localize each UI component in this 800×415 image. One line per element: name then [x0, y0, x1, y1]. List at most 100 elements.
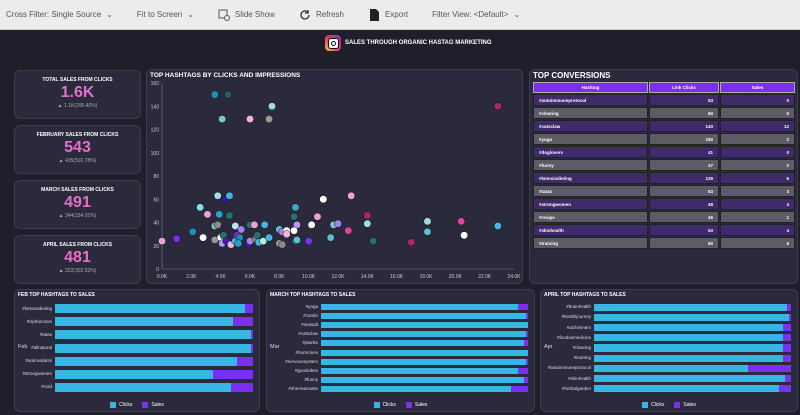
scatter-point[interactable] — [199, 233, 208, 242]
scatter-point[interactable] — [225, 191, 234, 200]
table-row[interactable]: #funny 47 2 — [533, 159, 795, 171]
col-link-clicks[interactable]: Link Clicks — [649, 82, 719, 93]
table-row[interactable]: #yoga 150 2 — [533, 133, 795, 145]
sales-bar[interactable] — [783, 344, 791, 352]
scatter-point[interactable] — [213, 220, 222, 229]
scatter-point[interactable] — [234, 239, 243, 248]
scatter-point[interactable] — [260, 220, 269, 229]
scatter-point[interactable] — [224, 90, 232, 99]
sales-bar[interactable] — [783, 323, 791, 332]
sales-bar[interactable] — [517, 303, 528, 310]
clicks-bar[interactable] — [55, 330, 252, 340]
scatter-point[interactable] — [363, 219, 372, 228]
scatter-point[interactable] — [225, 211, 234, 220]
scatter-point[interactable] — [460, 231, 469, 240]
clicks-bar[interactable] — [321, 367, 518, 375]
refresh-button[interactable]: Refresh — [299, 9, 344, 21]
clicks-bar[interactable] — [594, 303, 788, 311]
scatter-point[interactable] — [344, 226, 353, 235]
table-row[interactable]: #training 60 6 — [533, 237, 795, 249]
scatter-point[interactable] — [334, 219, 342, 228]
clicks-bar[interactable] — [594, 385, 780, 393]
scatter-point[interactable] — [196, 203, 205, 212]
scatter-point[interactable] — [250, 220, 259, 229]
sales-bar[interactable] — [525, 331, 528, 338]
scatter-point[interactable] — [213, 191, 222, 200]
clicks-bar[interactable] — [55, 382, 232, 392]
table-row[interactable]: #catsclaw 140 12 — [533, 120, 795, 132]
sales-bar[interactable] — [517, 367, 528, 375]
table-row[interactable]: #ketosisdieting 129 6 — [533, 172, 795, 184]
sales-bar[interactable] — [523, 377, 528, 384]
sales-bar[interactable] — [779, 385, 791, 393]
sales-bar[interactable] — [213, 369, 253, 379]
table-row[interactable]: #strongwomen 48 4 — [533, 198, 795, 210]
scatter-point[interactable] — [363, 211, 372, 220]
clicks-bar[interactable] — [321, 349, 528, 356]
scatter-point[interactable] — [493, 222, 502, 230]
table-row[interactable]: #autoimmuneprotocol 53 0 — [533, 94, 795, 106]
scatter-point[interactable] — [347, 191, 356, 200]
scatter-point[interactable] — [278, 240, 287, 249]
fit-to-screen-dropdown[interactable]: Fit to Screen ⌄ — [136, 10, 194, 19]
scatter-point[interactable] — [172, 234, 181, 243]
export-button[interactable]: Export — [368, 8, 408, 21]
scatter-point[interactable] — [218, 115, 227, 123]
scatter-point[interactable] — [265, 233, 274, 242]
scatter-point[interactable] — [268, 102, 276, 111]
clicks-bar[interactable] — [594, 313, 790, 321]
clicks-bar[interactable] — [594, 364, 748, 373]
scatter-point[interactable] — [313, 212, 322, 221]
scatter-point[interactable] — [369, 237, 378, 246]
sales-bar[interactable] — [233, 317, 253, 327]
sales-bar[interactable] — [525, 312, 528, 319]
scatter-point[interactable] — [188, 227, 197, 236]
scatter-point[interactable] — [457, 217, 466, 226]
scatter-point[interactable] — [246, 115, 254, 123]
scatter-point[interactable] — [493, 102, 502, 111]
sales-bar[interactable] — [747, 364, 791, 373]
slide-show-button[interactable]: Slide Show — [218, 9, 275, 21]
clicks-bar[interactable] — [55, 304, 246, 314]
clicks-bar[interactable] — [594, 344, 784, 352]
sales-bar[interactable] — [523, 340, 528, 347]
clicks-bar[interactable] — [321, 312, 526, 319]
scatter-point[interactable] — [290, 212, 298, 221]
scatter-point[interactable] — [292, 235, 301, 244]
clicks-bar[interactable] — [55, 343, 252, 353]
scatter-point[interactable] — [158, 237, 166, 246]
table-row[interactable]: #tatas 63 3 — [533, 185, 795, 197]
scatter-point[interactable] — [231, 222, 240, 230]
sales-bar[interactable] — [789, 313, 791, 321]
table-row[interactable]: #doglovers 41 0 — [533, 146, 795, 158]
scatter-point[interactable] — [259, 237, 268, 246]
scatter-point[interactable] — [423, 227, 432, 236]
clicks-bar[interactable] — [594, 375, 786, 383]
sales-bar[interactable] — [783, 354, 791, 362]
col-hashtag[interactable]: Hashtag — [533, 82, 648, 93]
clicks-bar[interactable] — [321, 331, 526, 338]
filter-view-dropdown[interactable]: Filter View: <Default> ⌄ — [432, 10, 521, 19]
scatter-point[interactable] — [215, 210, 224, 219]
scatter-point[interactable] — [210, 90, 219, 99]
clicks-bar[interactable] — [594, 354, 784, 362]
scatter-point[interactable] — [407, 238, 416, 247]
col-sales[interactable]: Sales — [720, 82, 795, 93]
clicks-bar[interactable] — [321, 321, 528, 329]
clicks-bar[interactable] — [55, 317, 234, 327]
clicks-bar[interactable] — [594, 323, 784, 332]
sales-bar[interactable] — [785, 375, 791, 383]
clicks-bar[interactable] — [321, 377, 524, 384]
sales-bar[interactable] — [783, 334, 791, 342]
scatter-point[interactable] — [265, 115, 274, 123]
sales-bar[interactable] — [525, 358, 528, 365]
sales-bar[interactable] — [787, 303, 791, 311]
sales-bar[interactable] — [231, 382, 253, 392]
clicks-bar[interactable] — [55, 356, 238, 366]
scatter-point[interactable] — [291, 203, 300, 212]
sales-bar[interactable] — [511, 386, 528, 393]
clicks-bar[interactable] — [321, 303, 518, 310]
scatter-point[interactable] — [253, 231, 262, 240]
clicks-bar[interactable] — [321, 358, 526, 365]
clicks-bar[interactable] — [55, 369, 214, 379]
